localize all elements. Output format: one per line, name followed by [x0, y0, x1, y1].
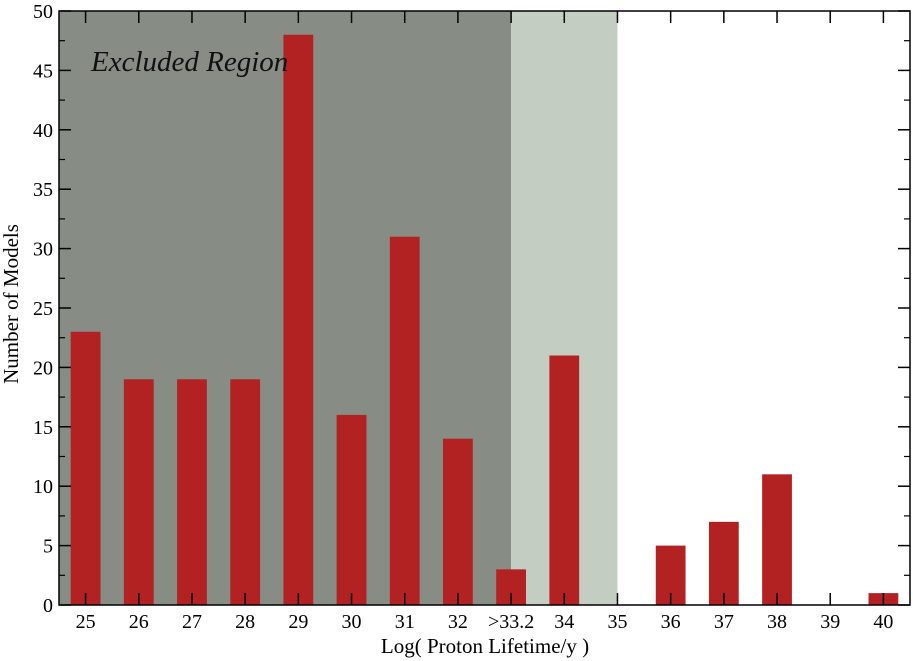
x-tick-labels: 25 26 27 28 29 30 31 32 >33.2 34 35 36 37 38 39 40	[76, 611, 894, 633]
y-tick-label: 5	[43, 536, 53, 558]
bar-27	[177, 379, 207, 605]
y-tick-label: 15	[33, 417, 53, 439]
y-tick-label: 30	[33, 239, 53, 261]
bar-34	[549, 355, 580, 605]
x-tick-label: 26	[129, 611, 149, 633]
x-tick-label: 25	[76, 611, 96, 633]
y-tick-labels: 0 5 10 15 20 25 30 35 40 45 50	[33, 1, 53, 617]
bar-30	[336, 414, 367, 605]
bar-37	[708, 521, 739, 605]
x-tick-label: 39	[820, 611, 840, 633]
x-tick-label: 36	[661, 611, 681, 633]
x-axis-title: Log( Proton Lifetime/y )	[381, 634, 589, 658]
y-tick-label: 50	[33, 1, 53, 23]
y-tick-label: 35	[33, 179, 53, 201]
axis-ticks	[59, 10, 910, 606]
y-tick-label: 25	[33, 298, 53, 320]
x-tick-label: 35	[607, 611, 627, 633]
bar-26	[123, 379, 154, 605]
excluded-region-label: Excluded Region	[90, 46, 288, 78]
y-tick-label: 10	[33, 476, 53, 498]
y-tick-label: 20	[33, 357, 53, 379]
x-tick-label: 38	[767, 611, 787, 633]
y-tick-label: 45	[33, 60, 53, 82]
x-tick-label: 37	[714, 611, 734, 633]
bar-32	[443, 438, 473, 605]
x-tick-label: 29	[288, 611, 308, 633]
bar-28	[230, 379, 261, 605]
x-tick-label: 31	[395, 611, 415, 633]
bar-25	[70, 331, 101, 605]
y-axis-title: Number of Models	[0, 224, 23, 384]
x-tick-label: 32	[448, 611, 468, 633]
bars	[70, 34, 899, 605]
bar-29	[283, 34, 314, 605]
x-tick-label: 27	[182, 611, 202, 633]
y-tick-label: 40	[33, 120, 53, 142]
annotations: Excluded Region	[90, 46, 288, 78]
bar-38	[762, 474, 792, 605]
x-tick-label: 30	[342, 611, 362, 633]
x-tick-label: 40	[873, 611, 893, 633]
y-tick-label: 0	[43, 595, 53, 617]
bar-31	[389, 236, 420, 605]
x-tick-label: >33.2	[488, 611, 534, 633]
x-tick-label: 34	[554, 611, 574, 633]
x-tick-label: 28	[235, 611, 255, 633]
